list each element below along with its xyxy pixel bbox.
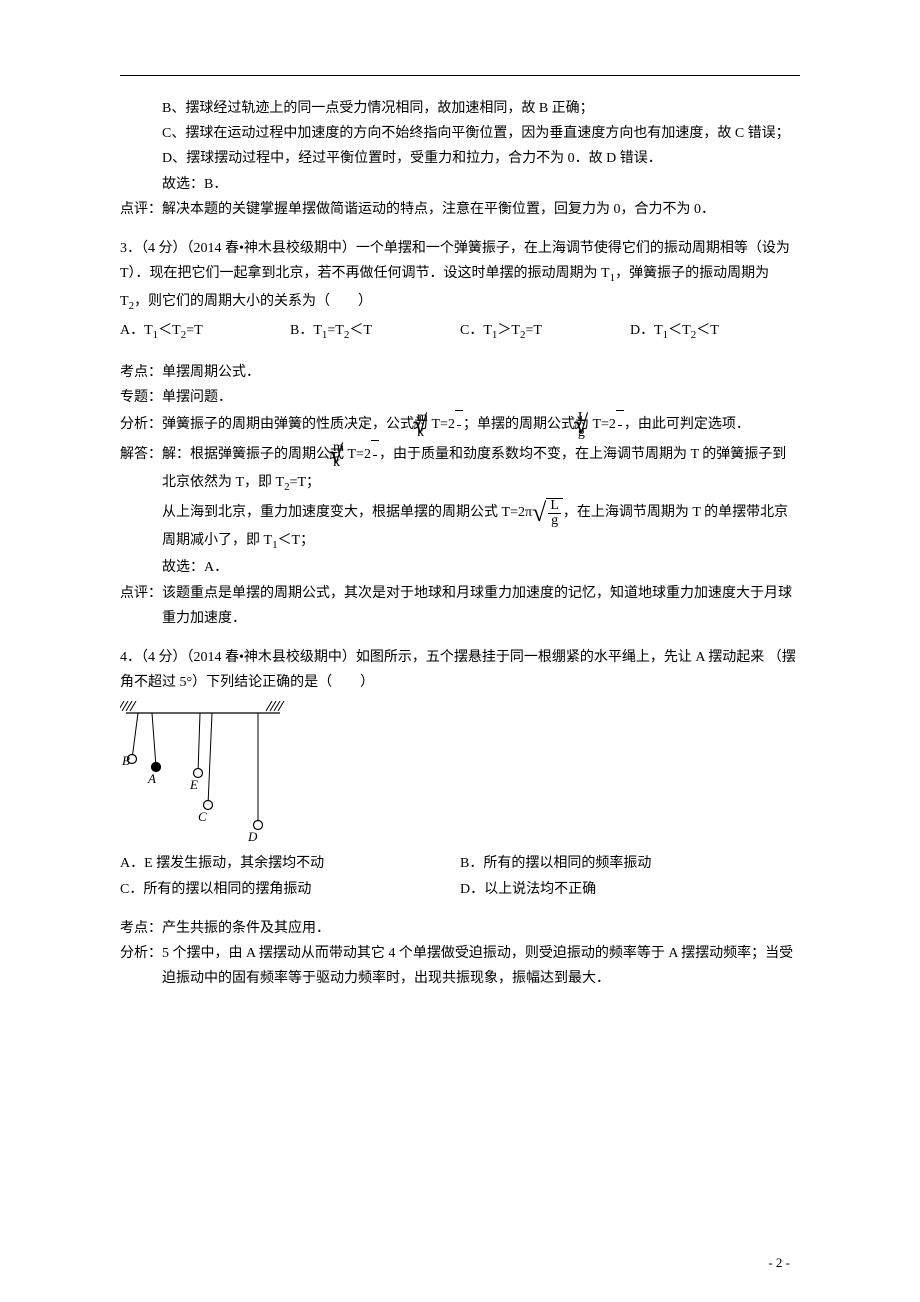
q3-options: A．T1＜T2=T B．T1=T2＜T C．T1＞T2=T D．T1＜T2＜T <box>120 318 800 346</box>
q3-opt-c: C．T1＞T2=T <box>460 318 630 346</box>
q3-solve-row2: 从上海到北京，重力加速度变大，根据单摆的周期公式 T=2π√Lg，在上海调节周期… <box>120 498 800 556</box>
q3-opt-a: A．T1＜T2=T <box>120 318 290 346</box>
q4-analyze-label: 分析： <box>120 946 162 961</box>
q2-conclude: 故选：B． <box>162 172 800 197</box>
q4-analyze-row: 分析：5 个摆中，由 A 摆摆动从而带动其它 4 个单摆做受迫振动，则受迫振动的… <box>120 941 800 991</box>
q2-opt-c: C、摆球在运动过程中加速度的方向不始终指向平衡位置，因为垂直速度方向也有加速度，… <box>162 121 800 146</box>
sqrt-l-over-g: √Lg <box>616 410 624 440</box>
svg-text:D: D <box>247 829 258 841</box>
q2-comment-text: 解决本题的关键掌握单摆做简谐运动的特点，注意在平衡位置，回复力为 0，合力不为 … <box>162 202 715 217</box>
q3-opt-b: B．T1=T2＜T <box>290 318 460 346</box>
q4-point-label: 考点： <box>120 921 162 936</box>
q2-comment-label: 点评： <box>120 202 162 217</box>
q4-opt-c: C．所有的摆以相同的摆角振动 <box>120 877 460 902</box>
q3-topic-row: 专题：单摆问题． <box>120 385 800 410</box>
sqrt-m-over-k: √mk <box>371 440 379 470</box>
q3-opt-d: D．T1＜T2＜T <box>630 318 800 346</box>
q2-explain-block: B、摆球经过轨迹上的同一点受力情况相同，故加速相同，故 B 正确； C、摆球在运… <box>120 96 800 197</box>
q3-point-label: 考点： <box>120 365 162 380</box>
q4-point-row: 考点：产生共振的条件及其应用． <box>120 916 800 941</box>
q3-analyze-label: 分析： <box>120 418 162 433</box>
q3-analyze-row: 分析：弹簧振子的周期由弹簧的性质决定，公式为 T=2π√mk；单摆的周期公式为 … <box>120 410 800 440</box>
q2-opt-b: B、摆球经过轨迹上的同一点受力情况相同，故加速相同，故 B 正确； <box>162 96 800 121</box>
q3-stem-c: ，则它们的周期大小的关系为（ ） <box>134 294 372 309</box>
q3-solve-row: 解答：解：根据弹簧振子的周期公式 T=2π√mk，由于质量和劲度系数均不变，在上… <box>120 440 800 498</box>
sqrt-m-over-k: √mk <box>455 410 463 440</box>
q4-point: 产生共振的条件及其应用． <box>162 921 330 936</box>
q3-analyze-c: ，由此可判定选项． <box>624 418 750 433</box>
q2-opt-d: D、摆球摆动过程中，经过平衡位置时，受重力和拉力，合力不为 0．故 D 错误． <box>162 146 800 171</box>
q3-point: 单摆周期公式． <box>162 365 260 380</box>
svg-text:A: A <box>147 771 156 786</box>
q3-solve-d: 从上海到北京，重力加速度变大，根据单摆的周期公式 T=2 <box>162 505 525 520</box>
sqrt-l-over-g: √Lg <box>532 498 563 528</box>
q3-solve-label: 解答： <box>120 448 162 463</box>
q3-topic: 单摆问题． <box>162 390 232 405</box>
q4-stem: 4．（4 分）（2014 春•神木县校级期中）如图所示，五个摆悬挂于同一根绷紧的… <box>120 645 800 695</box>
q3-analyze-a: 弹簧振子的周期由弹簧的性质决定，公式为 T=2 <box>162 418 455 433</box>
svg-text:B: B <box>122 753 130 768</box>
q3-comment-label: 点评： <box>120 586 162 601</box>
q3-analyze-b: ；单摆的周期公式为 T=2 <box>463 418 616 433</box>
q4-options-row1: A．E 摆发生振动，其余摆均不动 B．所有的摆以相同的频率振动 <box>120 851 800 876</box>
q2-comment-row: 点评：解决本题的关键掌握单摆做简谐运动的特点，注意在平衡位置，回复力为 0，合力… <box>120 197 800 222</box>
q4-options-row2: C．所有的摆以相同的摆角振动 D．以上说法均不正确 <box>120 877 800 902</box>
q4-opt-b: B．所有的摆以相同的频率振动 <box>460 851 800 876</box>
q3-topic-label: 专题： <box>120 390 162 405</box>
pendulums-diagram: B A E C D <box>120 701 290 841</box>
q4-opt-a: A．E 摆发生振动，其余摆均不动 <box>120 851 460 876</box>
svg-text:E: E <box>189 777 198 792</box>
q3-solve-f: ＜T； <box>278 533 315 548</box>
svg-text:C: C <box>198 809 207 824</box>
page-top-rule <box>120 75 800 76</box>
q3-point-row: 考点：单摆周期公式． <box>120 360 800 385</box>
q3-comment: 该题重点是单摆的周期公式，其次是对于地球和月球重力加速度的记忆，知道地球重力加速… <box>162 586 792 626</box>
q4-figure: B A E C D <box>120 701 800 841</box>
q3-solve-c: =T； <box>290 475 320 490</box>
pi-icon: π <box>525 500 532 525</box>
q3-solve-conclude: 故选：A． <box>120 555 800 580</box>
q4-analyze: 5 个摆中，由 A 摆摆动从而带动其它 4 个单摆做受迫振动，则受迫振动的频率等… <box>162 946 793 986</box>
q3-comment-row: 点评：该题重点是单摆的周期公式，其次是对于地球和月球重力加速度的记忆，知道地球重… <box>120 581 800 631</box>
q4-opt-d: D．以上说法均不正确 <box>460 877 800 902</box>
q3-stem: 3．（4 分）（2014 春•神木县校级期中）一个单摆和一个弹簧振子，在上海调节… <box>120 236 800 316</box>
page-number: - 2 - <box>768 1251 790 1274</box>
